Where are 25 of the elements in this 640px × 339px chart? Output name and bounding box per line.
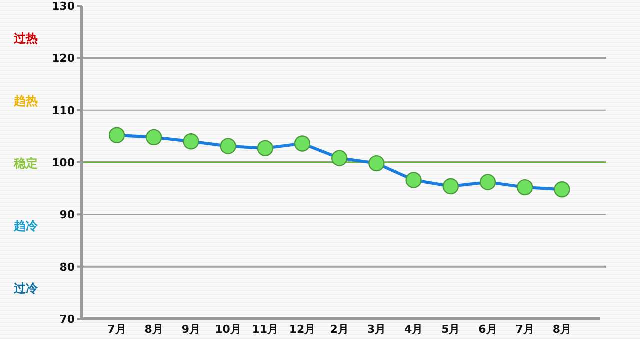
x-tick-label: 8月 [144, 323, 164, 336]
text: 过热 [13, 31, 38, 46]
x-tick-label: 6月 [478, 323, 498, 336]
text: 趋热 [13, 94, 38, 108]
x-tick-label: 4月 [404, 323, 424, 336]
x-tick-label: 10月 [215, 323, 242, 336]
y-tick-label: 110 [52, 104, 76, 118]
text: 过冷 [13, 282, 39, 296]
x-tick-label: 9月 [182, 323, 201, 336]
x-tick-label: 11月 [252, 323, 279, 336]
text: 稳定 [13, 156, 38, 170]
x-tick-label: 2月 [330, 323, 349, 336]
x-tick-label: 3月 [367, 323, 386, 336]
y-tick-label: 70 [60, 313, 76, 326]
x-tick-label: 12月 [289, 323, 316, 336]
y-tick-label: 130 [52, 0, 76, 13]
x-tick-label: 7月 [516, 323, 534, 336]
y-tick-label: 100 [52, 156, 76, 170]
y-tick-label: 90 [60, 208, 76, 222]
x-tick-label: 7月 [108, 323, 126, 336]
x-tick-label: 8月 [552, 323, 572, 336]
text: 趋冷 [13, 219, 39, 234]
y-tick-label: 120 [52, 52, 76, 66]
y-tick-label: 80 [60, 260, 76, 274]
x-tick-label: 5月 [442, 323, 460, 336]
